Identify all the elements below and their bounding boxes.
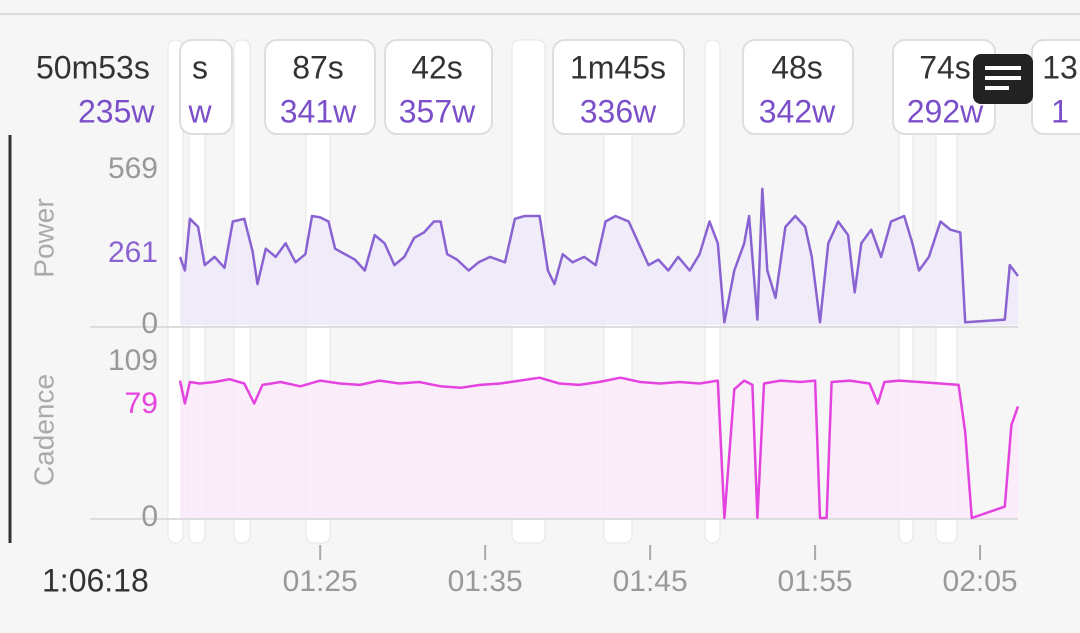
interval-cards[interactable]: sw 87s 341w 42s 357w 1m45s 336w 48s 342w 74s 292w 1… [179,39,1080,135]
summary-duration: 50m53s [36,49,150,85]
interval-power: 336w [580,93,657,129]
interval-power: 1 [1051,93,1069,129]
interval-card[interactable] [384,39,493,135]
interval-power: 341w [280,93,357,129]
interval-duration: s [192,49,208,85]
x-tick-label: 02:05 [943,565,1018,598]
interval-power: 292w [907,93,984,129]
interval-duration: 48s [771,49,823,85]
interval-card[interactable] [742,39,854,135]
interval-duration: 74s [919,49,971,85]
interval-duration: 87s [292,49,344,85]
axis-title: Cadence [28,374,59,486]
y-tick-label: 569 [108,152,158,185]
area-fill [180,188,1018,325]
interval-power: 357w [399,93,476,129]
y-tick-label: 261 [108,236,158,269]
y-tick-label: 109 [108,344,158,377]
axis-title: Power [28,198,59,277]
data-line [178,376,1020,520]
notes-button[interactable] [973,54,1033,104]
y-tick-label: 0 [141,307,158,340]
interval-card[interactable] [179,39,233,135]
data-line [178,187,1019,324]
interval-power: 342w [759,93,836,129]
x-tick-label: 01:45 [613,565,688,598]
interval-card[interactable] [552,39,685,135]
elapsed-time: 1:06:18 [42,562,149,598]
interval-duration: 13 [1042,49,1078,85]
interval-power: w [187,93,212,129]
x-tick-label: 01:55 [778,565,853,598]
interval-card[interactable] [264,39,376,135]
plots: Power 0 261 569 Cadence 0 79 109 01:25 01:35 01:45… [28,152,1020,598]
interval-duration: 42s [411,49,463,85]
y-tick-label: 0 [141,500,158,533]
x-tick-label: 01:35 [448,565,523,598]
interval-duration: 1m45s [570,49,666,85]
area-fill [180,377,1018,518]
y-tick-label: 79 [125,387,158,420]
summary-power: 235w [78,93,155,129]
x-tick-label: 01:25 [283,565,358,598]
